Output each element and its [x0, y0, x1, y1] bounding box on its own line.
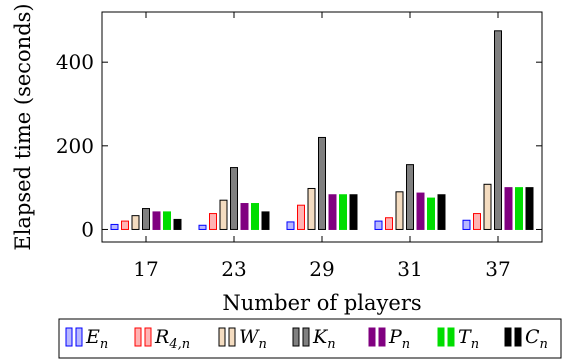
legend-label: Cn [525, 326, 548, 352]
bar-r-29 [297, 204, 305, 230]
bar-r-37 [473, 213, 481, 230]
bar-t-17 [163, 211, 171, 230]
legend-swatch [302, 327, 310, 347]
bar-p-29 [328, 194, 337, 230]
legend-swatch [134, 327, 142, 347]
bar-w-29 [307, 187, 316, 230]
y-tick-label: 200 [56, 134, 94, 158]
bar-w-37 [483, 183, 492, 230]
legend-swatch [437, 327, 445, 347]
legend-label: Kn [312, 326, 336, 352]
bar-p-37 [504, 187, 513, 230]
y-tick-labels: 0 200 400 [56, 50, 94, 241]
y-axis-label: Elapsed time (seconds) [11, 3, 35, 250]
legend-swatch [228, 327, 236, 347]
bar-p-17 [152, 211, 161, 230]
bar-c-31 [437, 194, 446, 230]
bar-e-17 [110, 223, 119, 230]
x-tick-label: 31 [397, 257, 422, 281]
legend: En R4,n Wn Kn Pn Tn Cn [65, 326, 548, 352]
legend-swatch [504, 327, 512, 347]
bar-e-31 [374, 220, 383, 230]
x-tick-label: 23 [221, 257, 246, 281]
bar-c-29 [349, 194, 358, 230]
legend-label: Pn [388, 326, 410, 352]
bar-k-17 [142, 208, 150, 230]
y-tick-label: 400 [56, 50, 94, 74]
bar-p-23 [240, 203, 249, 230]
bar-r-31 [385, 217, 393, 230]
bar-t-37 [515, 187, 523, 230]
bar-t-29 [339, 194, 347, 230]
legend-box [58, 318, 562, 359]
bar-w-17 [131, 215, 140, 230]
legend-swatch [378, 327, 386, 347]
bar-e-23 [198, 224, 207, 230]
bar-w-31 [395, 191, 404, 230]
bar-w-23 [219, 199, 228, 230]
x-axis-label: Number of players [222, 291, 421, 315]
legend-label: En [85, 326, 108, 352]
bar-r-17 [121, 220, 129, 230]
legend-swatch [292, 327, 300, 347]
bar-k-23 [230, 167, 238, 230]
bar-r-23 [209, 213, 217, 230]
bar-e-29 [286, 221, 295, 230]
x-tick-labels: 17 23 29 31 37 [133, 257, 510, 281]
bar-c-17 [173, 218, 182, 230]
legend-swatch [75, 327, 83, 347]
bar-p-31 [416, 192, 425, 230]
bar-t-23 [251, 203, 259, 230]
bar-e-37 [462, 219, 471, 230]
x-tick-label: 17 [133, 257, 158, 281]
bar-k-37 [494, 30, 502, 230]
legend-swatch [65, 327, 73, 347]
axis-ticks [102, 12, 542, 242]
bar-t-31 [427, 197, 435, 230]
legend-label: R4,n [154, 326, 190, 352]
bar-c-37 [525, 187, 534, 230]
bar-c-23 [261, 211, 270, 230]
bar-k-29 [318, 136, 326, 230]
legend-swatch [514, 327, 522, 347]
bar-marks [110, 30, 534, 230]
legend-swatch [144, 327, 152, 347]
bar-k-31 [406, 164, 414, 230]
legend-swatch [218, 327, 226, 347]
legend-swatch [368, 327, 376, 347]
legend-label: Wn [239, 326, 267, 352]
x-tick-label: 29 [309, 257, 334, 281]
legend-swatch [447, 327, 455, 347]
y-tick-label: 0 [81, 217, 94, 241]
x-tick-label: 37 [485, 257, 510, 281]
legend-label: Tn [458, 326, 479, 352]
